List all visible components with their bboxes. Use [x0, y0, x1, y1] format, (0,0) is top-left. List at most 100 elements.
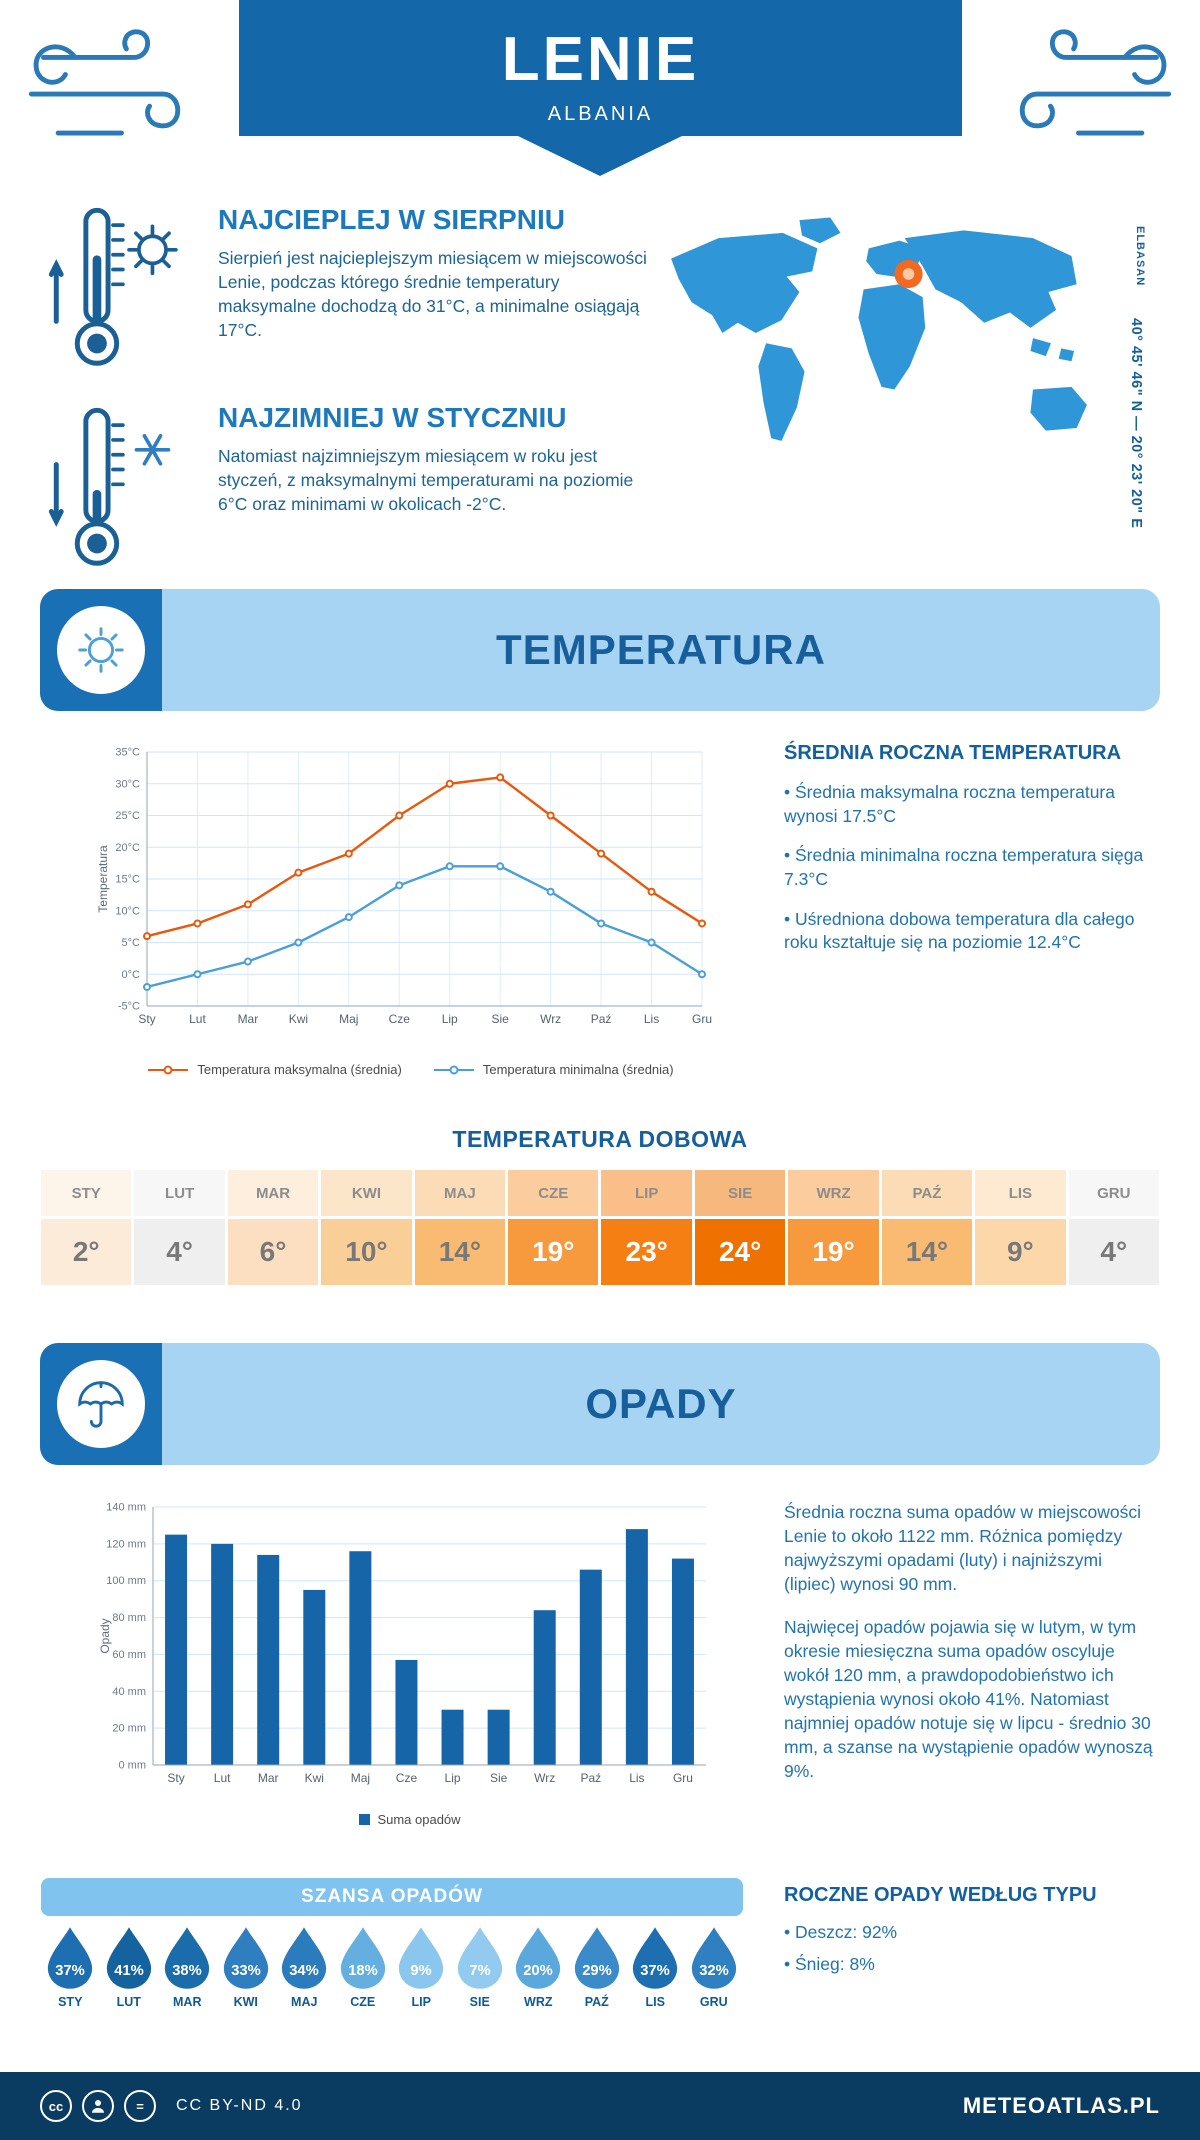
svg-text:0°C: 0°C: [122, 969, 141, 981]
raindrop-icon: 7%: [457, 1927, 502, 1989]
daily-table-month-header: CZE: [508, 1170, 599, 1216]
svg-text:Temperatura: Temperatura: [96, 845, 110, 913]
svg-text:35°C: 35°C: [115, 747, 140, 759]
svg-text:Mar: Mar: [258, 1771, 279, 1785]
wind-icon: [992, 16, 1182, 149]
svg-text:-5°C: -5°C: [118, 1001, 140, 1013]
no-derivatives-icon: =: [124, 2090, 156, 2122]
daily-table-month-header: STY: [41, 1170, 132, 1216]
svg-text:Maj: Maj: [351, 1771, 370, 1785]
coldest-month-heading: NAJZIMNIEJ W STYCZNIU: [218, 402, 567, 433]
svg-text:18%: 18%: [348, 1963, 378, 1979]
raindrop-month-label: MAR: [173, 1995, 202, 2009]
precipitation-chance-item: 37% STY: [41, 1926, 100, 2009]
precipitation-bar-chart-svg: 0 mm 20 mm 40 mm 60 mm 80 mm 100 mm 120 mm 140 …: [98, 1502, 706, 1785]
svg-text:34%: 34%: [289, 1963, 319, 1979]
coldest-month-text: Natomiast najzimniejszym miesiącem w rok…: [218, 446, 634, 515]
legend-item: Suma opadów: [359, 1812, 461, 1827]
precipitation-chance-item: 18% CZE: [334, 1926, 393, 2009]
page-subtitle: ALBANIA: [547, 103, 654, 125]
raindrop-month-label: LIS: [645, 1995, 665, 2009]
raindrop-month-label: GRU: [699, 1995, 728, 2009]
raindrop-icon: 34%: [282, 1927, 327, 1989]
svg-text:20°C: 20°C: [115, 842, 140, 854]
svg-text:10°C: 10°C: [115, 905, 140, 917]
raindrop-icon: 20%: [516, 1927, 561, 1989]
svg-text:20%: 20%: [523, 1963, 553, 1979]
precipitation-chance-item: 29% PAŹ: [568, 1926, 627, 2009]
svg-text:33%: 33%: [231, 1963, 261, 1979]
thermometer-sun-icon: [38, 198, 188, 383]
raindrop-month-label: MAJ: [291, 1995, 318, 2009]
raindrop-icon: 38%: [165, 1927, 210, 1989]
svg-text:38%: 38%: [172, 1963, 202, 1979]
raindrop-month-label: CZE: [350, 1995, 376, 2009]
precipitation-type-snow: • Śnieg: 8%: [784, 1954, 875, 1974]
svg-text:Kwi: Kwi: [305, 1771, 324, 1785]
precipitation-chance-item: 38% MAR: [158, 1926, 217, 2009]
daily-table-month-header: SIE: [694, 1170, 786, 1216]
daily-table-month-header: WRZ: [788, 1170, 879, 1216]
svg-text:Gru: Gru: [692, 1012, 712, 1026]
svg-text:Lis: Lis: [629, 1771, 644, 1785]
svg-text:Lut: Lut: [214, 1771, 231, 1785]
daily-table-month-header: GRU: [1068, 1170, 1159, 1216]
license-link[interactable]: cc = CC BY-ND 4.0: [40, 2090, 303, 2122]
thermometer-snowflake-icon: [38, 398, 188, 583]
svg-text:29%: 29%: [582, 1963, 612, 1979]
svg-text:7%: 7%: [469, 1963, 490, 1979]
svg-text:120 mm: 120 mm: [106, 1538, 146, 1550]
wind-icon: [18, 16, 208, 149]
daily-table-month-header: KWI: [321, 1170, 412, 1216]
precipitation-paragraph-2: Najwięcej opadów pojawia się w lutym, w …: [784, 1616, 1153, 1782]
svg-text:Paź: Paź: [591, 1012, 612, 1026]
precipitation-chart-legend: Suma opadów: [95, 1812, 725, 1827]
daily-table-temperature-cell: 10°: [321, 1219, 412, 1285]
raindrop-icon: 41%: [106, 1927, 151, 1989]
svg-text:9%: 9%: [411, 1963, 432, 1979]
daily-table-month-header: MAJ: [414, 1170, 506, 1216]
brand-link[interactable]: METEOATLAS.PL: [962, 2093, 1160, 2118]
daily-table-temperature-cell: 4°: [1068, 1219, 1159, 1285]
precipitation-chance-item: 37% LIS: [626, 1926, 685, 2009]
raindrop-month-label: PAŹ: [584, 1995, 609, 2009]
precipitation-paragraph-1: Średnia roczna suma opadów w miejscowośc…: [784, 1502, 1141, 1595]
precipitation-bar-chart: 0 mm 20 mm 40 mm 60 mm 80 mm 100 mm 120 mm 140 …: [95, 1497, 725, 1802]
svg-text:37%: 37%: [640, 1963, 670, 1979]
temperature-line-chart: Sty Lut Mar Kwi Maj Cze Lip Sie Wrz Paź Lis Gru -5°C…: [95, 740, 725, 1045]
raindrop-month-label: STY: [58, 1995, 83, 2009]
temperature-chart-legend: Temperatura maksymalna (średnia) Temperat…: [95, 1062, 725, 1077]
daily-table-temperature-cell: 14°: [414, 1219, 506, 1285]
daily-table-temperature-cell: 4°: [134, 1219, 225, 1285]
annual-temperature-heading: ŚREDNIA ROCZNA TEMPERATURA: [784, 742, 1122, 764]
cc-icon: cc: [40, 2090, 72, 2122]
precipitation-type-rain: • Deszcz: 92%: [784, 1922, 898, 1942]
header-banner-pointer: [518, 136, 682, 176]
svg-text:60 mm: 60 mm: [112, 1649, 146, 1661]
svg-text:Gru: Gru: [673, 1771, 693, 1785]
daily-table-temperature-cell: 2°: [41, 1219, 132, 1285]
svg-text:32%: 32%: [699, 1963, 729, 1979]
raindrop-month-label: SIE: [469, 1995, 490, 2009]
svg-text:Lip: Lip: [445, 1771, 461, 1785]
svg-text:Sty: Sty: [138, 1012, 155, 1026]
daily-temperature-heading: TEMPERATURA DOBOWA: [452, 1126, 748, 1152]
stat-max-temperature: • Średnia maksymalna roczna temperatura …: [784, 782, 1115, 826]
daily-table-temperature-cell: 24°: [694, 1219, 786, 1285]
precipitation-chance-item: 41% LUT: [100, 1926, 159, 2009]
svg-text:Lip: Lip: [442, 1012, 458, 1026]
temperature-section-title: TEMPERATURA: [496, 626, 826, 673]
svg-text:41%: 41%: [114, 1963, 144, 1979]
raindrop-icon: 29%: [574, 1927, 619, 1989]
temperature-line-chart-svg: Sty Lut Mar Kwi Maj Cze Lip Sie Wrz Paź Lis Gru -5°C…: [96, 747, 712, 1027]
precipitation-summary: Średnia roczna suma opadów w miejscowośc…: [784, 1500, 1158, 1802]
header-banner: LENIE ALBANIA: [239, 0, 962, 136]
footer: cc = CC BY-ND 4.0 METEOATLAS.PL: [0, 2072, 1200, 2140]
svg-text:Wrz: Wrz: [534, 1771, 555, 1785]
raindrop-month-label: WRZ: [524, 1995, 553, 2009]
svg-text:37%: 37%: [55, 1963, 85, 1979]
stat-avg-temperature: • Uśredniona dobowa temperatura dla całe…: [784, 908, 1135, 953]
stat-min-temperature: • Średnia minimalna roczna temperatura s…: [784, 845, 1144, 889]
warmest-month-heading: NAJCIEPLEJ W SIERPNIU: [218, 204, 565, 235]
